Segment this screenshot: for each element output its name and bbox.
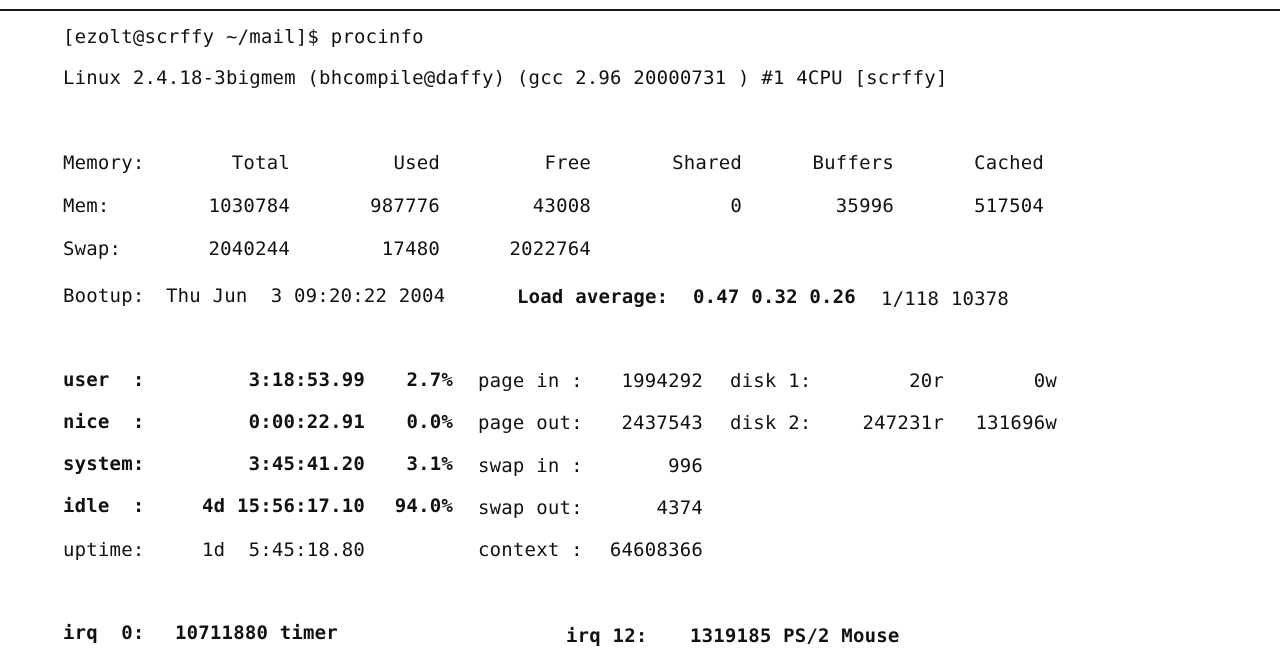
bootup-label: Bootup: xyxy=(63,285,145,307)
header-used: Used xyxy=(393,152,440,174)
header-cached: Cached xyxy=(974,152,1044,174)
disk1-reads: 20r xyxy=(909,370,944,392)
swap-used: 17480 xyxy=(381,238,440,260)
page-out-label: page out: xyxy=(478,412,583,434)
cpu-user-label: user : xyxy=(63,369,145,391)
swap-out-label: swap out: xyxy=(478,497,583,519)
uptime-label: uptime: xyxy=(63,539,145,561)
header-shared: Shared xyxy=(672,152,742,174)
load-average-label: Load average: xyxy=(517,286,669,308)
irq12-label: irq 12: xyxy=(566,625,648,647)
irq12-value: 1319185 PS/2 Mouse xyxy=(690,625,900,647)
swap-total: 2040244 xyxy=(208,238,290,260)
cpu-nice-time: 0:00:22.91 xyxy=(248,411,365,433)
page-out-value: 2437543 xyxy=(621,412,703,434)
mem-shared: 0 xyxy=(730,195,742,217)
disk1-writes: 0w xyxy=(1033,370,1057,392)
swap-in-value: 996 xyxy=(668,455,703,477)
load-average-values: 0.47 0.32 0.26 xyxy=(693,286,856,308)
mem-used: 987776 xyxy=(370,195,440,217)
mem-free: 43008 xyxy=(532,195,591,217)
mem-label: Mem: xyxy=(63,195,110,217)
cpu-system-pct: 3.1% xyxy=(406,453,453,475)
irq0-label: irq 0: xyxy=(63,622,145,644)
cpu-nice-pct: 0.0% xyxy=(406,411,453,433)
process-counts: 1/118 10378 xyxy=(881,288,1010,310)
uptime-value: 1d 5:45:18.80 xyxy=(202,539,365,561)
bootup-date: Thu Jun 3 09:20:22 2004 xyxy=(166,285,446,307)
cpu-idle-pct: 94.0% xyxy=(394,495,453,517)
cpu-idle-label: idle : xyxy=(63,495,145,517)
mem-buffers: 35996 xyxy=(835,195,894,217)
swap-free: 2022764 xyxy=(509,238,591,260)
context-label: context : xyxy=(478,539,583,561)
disk2-writes: 131696w xyxy=(975,412,1057,434)
disk2-reads: 247231r xyxy=(862,412,944,434)
swap-label: Swap: xyxy=(63,238,122,260)
disk1-label: disk 1: xyxy=(730,370,812,392)
top-border xyxy=(0,9,1280,11)
page-in-value: 1994292 xyxy=(621,370,703,392)
header-free: Free xyxy=(544,152,591,174)
irq0-value: 10711880 timer xyxy=(175,622,338,644)
kernel-line: Linux 2.4.18-3bigmem (bhcompile@daffy) (… xyxy=(63,67,948,89)
cpu-system-time: 3:45:41.20 xyxy=(248,453,365,475)
prompt-line: [ezolt@scrffy ~/mail]$ procinfo xyxy=(63,26,424,48)
mem-cached: 517504 xyxy=(974,195,1044,217)
cpu-nice-label: nice : xyxy=(63,411,145,433)
cpu-idle-time: 4d 15:56:17.10 xyxy=(202,495,365,517)
header-total: Total xyxy=(231,152,290,174)
disk2-label: disk 2: xyxy=(730,412,812,434)
header-buffers: Buffers xyxy=(812,152,894,174)
context-value: 64608366 xyxy=(609,539,703,561)
mem-total: 1030784 xyxy=(208,195,290,217)
swap-out-value: 4374 xyxy=(656,497,703,519)
cpu-user-time: 3:18:53.99 xyxy=(248,369,365,391)
swap-in-label: swap in : xyxy=(478,455,583,477)
cpu-system-label: system: xyxy=(63,453,145,475)
page-in-label: page in : xyxy=(478,370,583,392)
memory-label: Memory: xyxy=(63,152,145,174)
cpu-user-pct: 2.7% xyxy=(406,369,453,391)
